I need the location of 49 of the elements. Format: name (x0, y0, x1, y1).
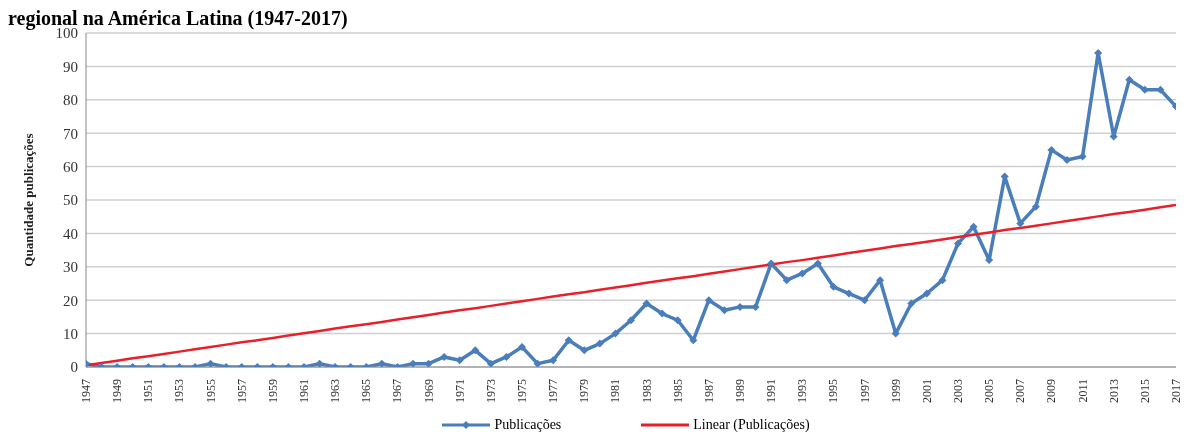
x-tick-label: 1993 (795, 379, 810, 403)
x-tick-label: 1991 (764, 379, 779, 403)
y-tick-label: 70 (63, 125, 78, 142)
legend-label: Linear (Publicações) (692, 417, 810, 433)
x-tick-label: 1977 (546, 379, 561, 403)
y-tick-label: 30 (63, 259, 78, 276)
x-tick-label: 1965 (359, 379, 374, 403)
y-tick-label: 0 (70, 359, 78, 376)
x-tick-label: 1951 (141, 379, 156, 403)
x-tick-label: 1947 (79, 379, 93, 403)
x-tick-label: 2011 (1075, 379, 1090, 403)
x-tick-label: 1967 (390, 379, 405, 403)
x-tick-label: 2003 (951, 379, 965, 403)
y-tick-label: 20 (63, 292, 78, 309)
x-tick-label: 1971 (452, 379, 467, 403)
x-tick-label: 1959 (265, 379, 280, 403)
x-tick-label: 2009 (1044, 379, 1059, 403)
y-tick-label: 10 (63, 325, 78, 342)
y-tick-label: 90 (63, 58, 78, 75)
x-tick-label: 1963 (328, 379, 343, 403)
x-tick-label: 2013 (1106, 379, 1121, 403)
x-tick-label: 1955 (203, 379, 218, 403)
x-tick-label: 1953 (172, 379, 187, 403)
x-tick-label: 1979 (577, 379, 592, 403)
x-tick-label: 1983 (639, 379, 654, 403)
x-tick-label: 2005 (982, 379, 997, 403)
x-tick-label: 1961 (297, 379, 311, 403)
x-tick-label: 2001 (919, 379, 934, 403)
x-tick-label: 1969 (421, 379, 436, 403)
x-tick-label: 1985 (670, 379, 685, 403)
x-tick-label: 1995 (826, 379, 841, 403)
x-tick-label: 1989 (733, 379, 747, 403)
x-tick-label: 1999 (888, 379, 903, 403)
x-tick-label: 1981 (608, 379, 623, 403)
x-tick-label: 1957 (234, 379, 249, 403)
y-tick-label: 60 (63, 158, 78, 175)
x-tick-label: 2015 (1137, 379, 1152, 403)
y-axis-title: Quantidade publicações (20, 133, 36, 267)
y-tick-label: 40 (63, 225, 78, 242)
x-tick-label: 2017 (1169, 379, 1183, 403)
x-tick-label: 1975 (515, 379, 529, 403)
y-tick-label: 80 (63, 92, 78, 109)
x-tick-label: 1987 (701, 379, 716, 403)
x-tick-label: 1973 (483, 379, 498, 403)
x-tick-label: 1997 (857, 379, 872, 403)
y-tick-label: 50 (63, 192, 78, 209)
legend-label: Publicações (493, 417, 562, 433)
x-tick-label: 2007 (1013, 379, 1028, 403)
x-tick-label: 1949 (110, 379, 125, 403)
